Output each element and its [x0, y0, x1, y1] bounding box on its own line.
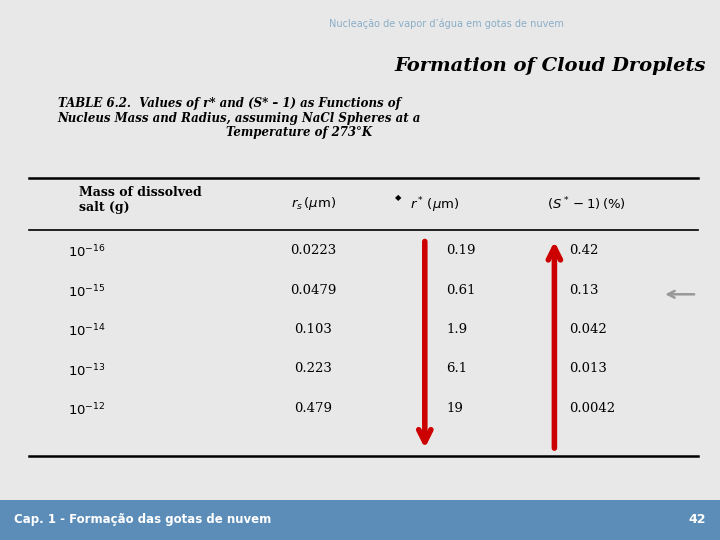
Text: 0.61: 0.61: [446, 284, 476, 296]
Text: 1.9: 1.9: [446, 323, 467, 336]
Text: salt (g): salt (g): [79, 201, 130, 214]
Text: 0.042: 0.042: [569, 323, 606, 336]
Text: TABLE 6.2.  Values of r* and (S* – 1) as Functions of: TABLE 6.2. Values of r* and (S* – 1) as …: [58, 97, 400, 110]
Text: $(S^*-1)\,(\%)$: $(S^*-1)\,(\%)$: [547, 195, 626, 213]
Text: 6.1: 6.1: [446, 362, 467, 375]
Text: 42: 42: [688, 513, 706, 526]
Text: $10^{-16}$: $10^{-16}$: [68, 244, 107, 261]
Text: 0.0479: 0.0479: [290, 284, 336, 296]
Text: $r_s\,(\mu\mathrm{m})$: $r_s\,(\mu\mathrm{m})$: [291, 195, 336, 212]
Text: ◆: ◆: [395, 193, 402, 202]
Text: Cap. 1 - Formação das gotas de nuvem: Cap. 1 - Formação das gotas de nuvem: [14, 513, 271, 526]
Text: Formation of Cloud Droplets: Formation of Cloud Droplets: [394, 57, 706, 75]
Text: $10^{-13}$: $10^{-13}$: [68, 362, 106, 379]
Text: $10^{-14}$: $10^{-14}$: [68, 323, 107, 340]
Text: Mass of dissolved: Mass of dissolved: [79, 186, 202, 199]
Text: 0.19: 0.19: [446, 244, 476, 257]
Text: Temperature of 273°K: Temperature of 273°K: [226, 126, 372, 139]
Text: Nucleus Mass and Radius, assuming NaCl Spheres at a: Nucleus Mass and Radius, assuming NaCl S…: [58, 112, 421, 125]
Text: 0.223: 0.223: [294, 362, 332, 375]
Text: 19: 19: [446, 402, 463, 415]
Text: 0.42: 0.42: [569, 244, 598, 257]
Text: $r^*\,(\mu\mathrm{m})$: $r^*\,(\mu\mathrm{m})$: [410, 195, 460, 215]
Text: $10^{-15}$: $10^{-15}$: [68, 284, 106, 300]
Text: 0.013: 0.013: [569, 362, 607, 375]
Text: $10^{-12}$: $10^{-12}$: [68, 402, 106, 418]
Text: 0.13: 0.13: [569, 284, 598, 296]
Text: 0.0223: 0.0223: [290, 244, 336, 257]
Text: Nucleação de vapor d’água em gotas de nuvem: Nucleação de vapor d’água em gotas de nu…: [329, 19, 564, 29]
Text: 0.103: 0.103: [294, 323, 332, 336]
Text: 0.0042: 0.0042: [569, 402, 615, 415]
Text: 0.479: 0.479: [294, 402, 332, 415]
